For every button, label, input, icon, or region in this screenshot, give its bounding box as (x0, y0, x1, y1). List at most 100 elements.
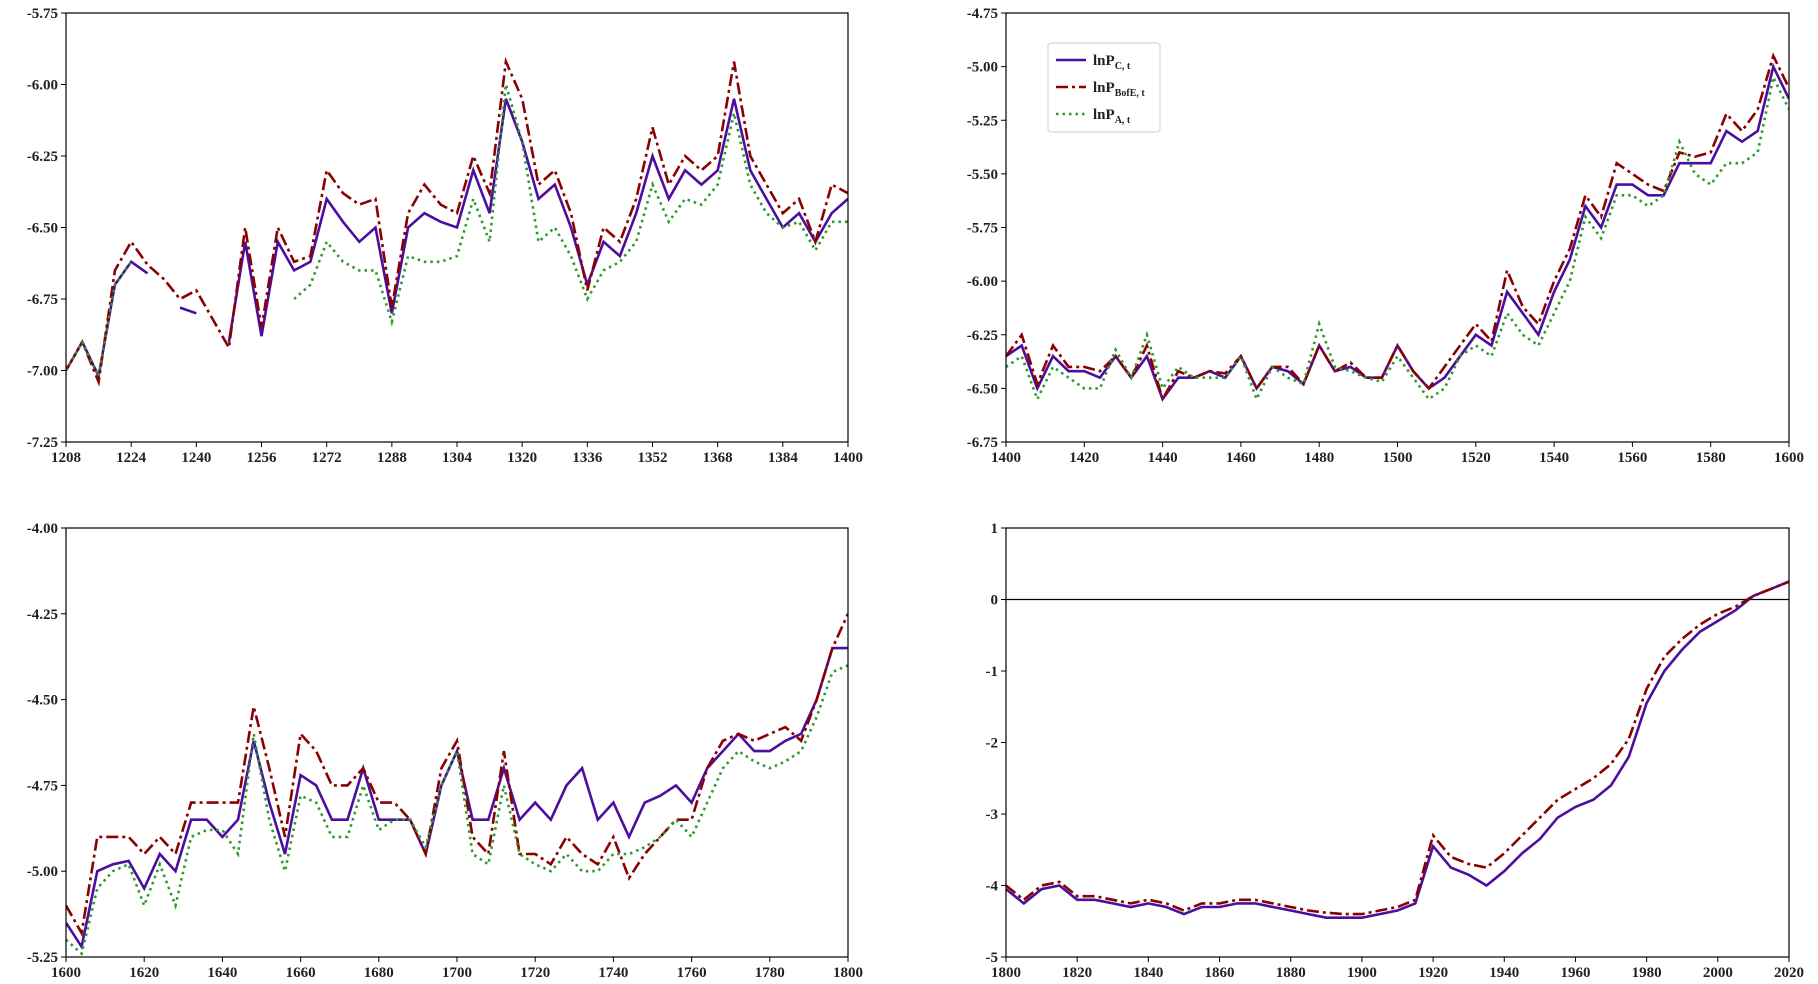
legend-box (1047, 42, 1161, 133)
x-tick-label: 1520 (1461, 450, 1491, 466)
plot-frame (65, 12, 849, 443)
x-tick-label: 1720 (520, 965, 550, 979)
series-line (1006, 580, 1789, 919)
y-tick-label: -7.25 (27, 435, 58, 451)
x-tick-label: 1400 (991, 450, 1021, 466)
x-tick-label: 1660 (286, 965, 316, 979)
y-tick-label: -6.75 (27, 292, 58, 308)
series-line (1006, 62, 1789, 402)
panel: -5 -4 -3 -2 -1 0 1 1800 1820 1840 1860 1880 1900 1920… (986, 521, 1805, 981)
y-tick-label: 0 (991, 593, 999, 609)
series-line (66, 84, 848, 381)
series-line (66, 664, 848, 957)
y-tick-label: -6.50 (967, 381, 998, 397)
x-tick-label: 1920 (1418, 965, 1448, 979)
x-tick-label: 1368 (703, 450, 733, 466)
x-tick-label: 1256 (247, 450, 278, 466)
y-tick-label: -5.00 (967, 60, 998, 76)
x-tick-label: 1560 (1617, 450, 1647, 466)
x-tick-label: 1960 (1560, 965, 1590, 979)
y-tick-label: -4.50 (27, 693, 58, 709)
x-tick-label: 1580 (1696, 450, 1726, 466)
x-tick-label: 1740 (598, 965, 628, 979)
y-tick-label: -4 (986, 879, 999, 895)
plot-frame (65, 527, 849, 958)
x-tick-label: 1336 (572, 450, 603, 466)
x-tick-label: 1820 (1062, 965, 1092, 979)
x-tick-label: 1208 (51, 450, 81, 466)
y-tick-label: -6.75 (967, 435, 998, 451)
x-tick-label: 1304 (442, 450, 473, 466)
y-tick-label: -3 (986, 807, 999, 823)
y-tick-label: 1 (991, 521, 999, 537)
panel: -7.25 -7.00 -6.75 -6.50 -6.25 -6.00 -5.75 1208 1… (27, 6, 863, 466)
x-tick-label: 1880 (1276, 965, 1306, 979)
plot-frame (1005, 12, 1790, 443)
series-line (66, 613, 848, 937)
x-tick-label: 1780 (755, 965, 785, 979)
x-tick-label: 1800 (833, 965, 863, 979)
x-tick-label: 1384 (768, 450, 799, 466)
legend-subscript: A, t (1115, 115, 1131, 126)
legend-label: lnPC, t (1093, 53, 1131, 72)
series-line (66, 56, 848, 387)
x-tick-label: 1420 (1069, 450, 1099, 466)
y-tick-label: -5.75 (967, 221, 998, 237)
series-line (1006, 580, 1789, 916)
x-tick-label: 2000 (1703, 965, 1733, 979)
x-tick-label: 1224 (116, 450, 147, 466)
legend-subscript: C, t (1115, 61, 1131, 72)
y-tick-label: -6.25 (967, 328, 998, 344)
y-tick-label: -7.00 (27, 364, 58, 380)
x-tick-label: 1352 (638, 450, 668, 466)
x-tick-label: 1288 (377, 450, 407, 466)
x-tick-label: 1600 (51, 965, 81, 979)
x-tick-label: 1480 (1304, 450, 1334, 466)
y-tick-label: -5.25 (967, 113, 998, 129)
y-tick-label: -2 (986, 736, 999, 752)
x-tick-label: 1620 (129, 965, 159, 979)
x-tick-label: 1760 (677, 965, 707, 979)
x-tick-label: 1940 (1489, 965, 1519, 979)
y-tick-label: -4.25 (27, 607, 58, 623)
panel: -6.75 -6.50 -6.25 -6.00 -5.75 -5.50 -5.25 -5.00… (967, 6, 1804, 466)
x-tick-label: 1800 (991, 965, 1021, 979)
y-tick-label: -5.25 (27, 950, 58, 966)
y-tick-label: -6.50 (27, 221, 58, 237)
y-tick-label: -4.75 (27, 778, 58, 794)
plot-frame (1005, 527, 1790, 958)
legend-name: lnP (1093, 107, 1115, 123)
series-line (66, 98, 848, 381)
y-tick-label: -6.00 (27, 78, 58, 94)
x-tick-label: 1980 (1632, 965, 1662, 979)
x-tick-label: 1860 (1205, 965, 1235, 979)
y-tick-label: -5.75 (27, 6, 58, 22)
series-line (66, 646, 848, 951)
x-tick-label: 1840 (1133, 965, 1163, 979)
x-tick-label: 1440 (1148, 450, 1178, 466)
y-tick-label: -5.00 (27, 864, 58, 880)
series-line (1006, 52, 1789, 403)
x-tick-label: 1600 (1774, 450, 1804, 466)
legend-label: lnPBofE, t (1093, 80, 1145, 99)
legend-name: lnP (1093, 53, 1115, 69)
y-tick-label: -5.50 (967, 167, 998, 183)
panel: -5.25 -5.00 -4.75 -4.50 -4.25 -4.00 1600 1620 16… (27, 521, 863, 981)
x-tick-label: 1272 (312, 450, 342, 466)
y-tick-label: -4.00 (27, 521, 58, 537)
x-tick-label: 1540 (1539, 450, 1569, 466)
x-tick-label: 1700 (442, 965, 472, 979)
x-tick-label: 1500 (1383, 450, 1413, 466)
legend-subscript: BofE, t (1115, 88, 1146, 99)
y-tick-label: -6.25 (27, 149, 58, 165)
x-tick-label: 1640 (207, 965, 237, 979)
x-tick-label: 2020 (1774, 965, 1804, 979)
y-tick-label: -5 (986, 950, 999, 966)
x-tick-label: 1680 (364, 965, 394, 979)
legend-name: lnP (1093, 80, 1115, 96)
legend-label: lnPA, t (1093, 107, 1131, 126)
x-tick-label: 1900 (1347, 965, 1377, 979)
